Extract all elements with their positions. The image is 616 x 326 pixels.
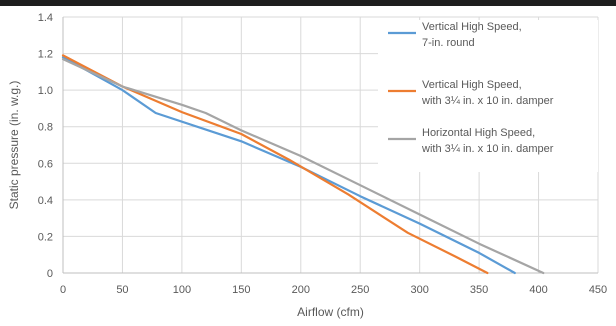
x-tick-label: 100 [173, 284, 191, 296]
x-tick-label: 200 [292, 284, 310, 296]
legend-label-1: 7-in. round [422, 37, 475, 49]
x-axis-title: Airflow (cfm) [297, 305, 364, 319]
x-tick-label: 250 [351, 284, 369, 296]
legend-label-3: with 3¼ in. x 10 in. damper [421, 143, 554, 155]
y-tick-label: 0.4 [38, 195, 53, 207]
legend-label-2: Vertical High Speed, [422, 79, 522, 91]
y-tick-label: 0.6 [38, 158, 53, 170]
series-line-3 [61, 57, 545, 275]
y-tick-label: 0.2 [38, 231, 53, 243]
y-tick-label: 1.0 [38, 85, 53, 97]
x-tick-label: 300 [410, 284, 428, 296]
legend-label-3: Horizontal High Speed, [422, 127, 535, 139]
legend-label-1: Vertical High Speed, [422, 21, 522, 33]
x-tick-label: 50 [116, 284, 128, 296]
x-tick-label: 150 [232, 284, 250, 296]
x-tick-label: 350 [470, 284, 488, 296]
y-tick-label: 1.4 [38, 12, 53, 24]
legend: Vertical High Speed, 7-in. round Vertical … [378, 20, 598, 172]
legend-box [378, 20, 598, 172]
legend-label-2: with 3¼ in. x 10 in. damper [421, 95, 554, 107]
top-bar [0, 0, 616, 6]
x-tick-label: 0 [60, 284, 66, 296]
y-tick-label: 0.8 [38, 122, 53, 134]
series-line-2 [61, 54, 489, 275]
y-tick-label: 1.2 [38, 49, 53, 61]
y-axis-title: Static pressure (in. w.g.) [7, 81, 21, 210]
x-tick-label: 450 [589, 284, 607, 296]
tick-labels: 0 0.2 0.4 0.6 0.8 1.0 1.2 1.4 0 50 100 150 200 250 300… [38, 12, 607, 296]
x-tick-label: 400 [529, 284, 547, 296]
y-tick-label: 0 [47, 268, 53, 280]
series-lines [61, 54, 545, 275]
